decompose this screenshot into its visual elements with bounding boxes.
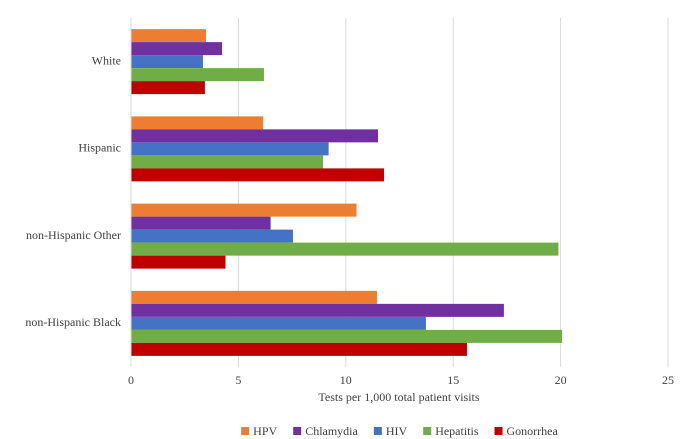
legend-label: HPV xyxy=(253,424,277,438)
bar xyxy=(131,68,264,82)
legend-swatch xyxy=(423,427,432,435)
x-tick-label: 15 xyxy=(447,373,459,387)
legend-label: Chlamydia xyxy=(305,424,358,438)
legend-swatch xyxy=(293,427,302,435)
bar xyxy=(131,81,205,95)
legend-label: HIV xyxy=(386,424,408,438)
bar xyxy=(131,316,426,330)
bar xyxy=(131,242,559,256)
x-tick-label: 0 xyxy=(128,373,134,387)
bar xyxy=(131,42,223,56)
y-tick-label: White xyxy=(92,53,121,67)
bar xyxy=(131,216,271,230)
legend-label: Gonorrhea xyxy=(507,424,559,438)
bar xyxy=(131,255,226,269)
x-tick-label: 10 xyxy=(340,373,352,387)
bar xyxy=(131,342,467,356)
bar xyxy=(131,290,377,304)
bar xyxy=(131,303,504,317)
bar xyxy=(131,116,264,130)
legend-swatch xyxy=(494,427,503,435)
y-tick-label: Hispanic xyxy=(78,141,121,155)
y-tick-label: non-Hispanic Other xyxy=(26,228,121,242)
legend-label: Hepatitis xyxy=(435,424,479,438)
x-axis-title: Tests per 1,000 total patient visits xyxy=(318,390,479,404)
bar xyxy=(131,229,293,243)
bar xyxy=(131,29,206,43)
x-tick-label: 5 xyxy=(235,373,241,387)
bar xyxy=(131,142,329,156)
x-tick-label: 20 xyxy=(555,373,567,387)
legend-swatch xyxy=(241,427,250,435)
bar xyxy=(131,155,324,169)
bar xyxy=(131,129,379,143)
bar xyxy=(131,55,203,69)
y-tick-label: non-Hispanic Black xyxy=(25,315,121,329)
legend-swatch xyxy=(373,427,382,435)
bar xyxy=(131,329,563,343)
bar xyxy=(131,168,385,182)
bar xyxy=(131,203,357,217)
x-tick-label: 25 xyxy=(662,373,674,387)
